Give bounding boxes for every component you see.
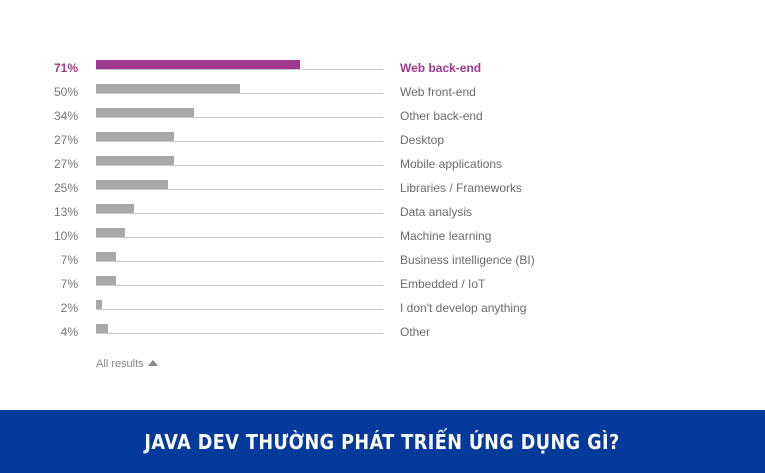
bar-track [96,228,383,238]
category-label: Libraries / Frameworks [400,181,523,195]
bar [96,228,125,237]
category-label: Web front-end [400,85,476,99]
value-label: 27% [53,133,78,147]
category-label: Machine learning [400,229,492,243]
chart-row: 50% Web front-end [0,84,765,108]
bar-track [96,60,383,70]
bar-track [96,180,383,190]
chart-row: 71% Web back-end [0,60,765,84]
value-label: 7% [60,277,78,291]
bar [96,252,116,261]
chart-row: 34% Other back-end [0,108,765,132]
category-label: Other back-end [400,109,483,123]
value-label: 4% [60,325,78,339]
category-label: Embedded / IoT [400,277,486,291]
category-label: Desktop [400,133,445,147]
chart-row: 10% Machine learning [0,228,765,252]
bar-track [96,324,383,334]
title-banner: JAVA DEV THƯỜNG PHÁT TRIỂN ỨNG DỤNG GÌ? [0,410,765,473]
value-label: 13% [53,205,78,219]
chart-row: 27% Desktop [0,132,765,156]
bar-track [96,156,383,166]
value-label: 2% [60,301,78,315]
bar-track [96,108,383,118]
value-label: 25% [53,181,78,195]
bar [96,108,194,117]
chart-row: 2% I don't develop anything [0,300,765,324]
category-label: I don't develop anything [400,301,527,315]
value-label: 71% [53,61,78,75]
bar [96,324,108,333]
chart-row: 4% Other [0,324,765,348]
value-label: 34% [53,109,78,123]
bar [96,300,102,309]
triangle-up-icon [147,360,158,366]
chart-row: 13% Data analysis [0,204,765,228]
category-label: Mobile applications [400,157,503,171]
chart-row: 27% Mobile applications [0,156,765,180]
category-label: Other [400,325,431,339]
bar-chart: 71% Web back-end 50% Web front-end 34% O… [0,60,765,371]
chart-row: 7% Embedded / IoT [0,276,765,300]
category-label: Data analysis [400,205,473,219]
all-results-toggle[interactable]: All results [96,357,158,371]
all-results-label: All results [96,358,144,370]
chart-row: 7% Business intelligence (BI) [0,252,765,276]
bar-track [96,84,383,94]
bar-track [96,300,383,310]
category-label: Web back-end [400,61,482,75]
banner-title: JAVA DEV THƯỜNG PHÁT TRIỂN ỨNG DỤNG GÌ? [144,429,621,454]
bar [96,60,300,69]
value-label: 10% [53,229,78,243]
bar [96,132,174,141]
value-label: 50% [53,85,78,99]
category-label: Business intelligence (BI) [400,253,535,267]
bar-track [96,132,383,142]
bar [96,180,168,189]
bar [96,276,116,285]
bar [96,204,134,213]
bar-track [96,204,383,214]
chart-row: 25% Libraries / Frameworks [0,180,765,204]
bar-track [96,252,383,262]
value-label: 7% [60,253,78,267]
bar [96,156,174,165]
bar [96,84,240,93]
bar-track [96,276,383,286]
value-label: 27% [53,157,78,171]
